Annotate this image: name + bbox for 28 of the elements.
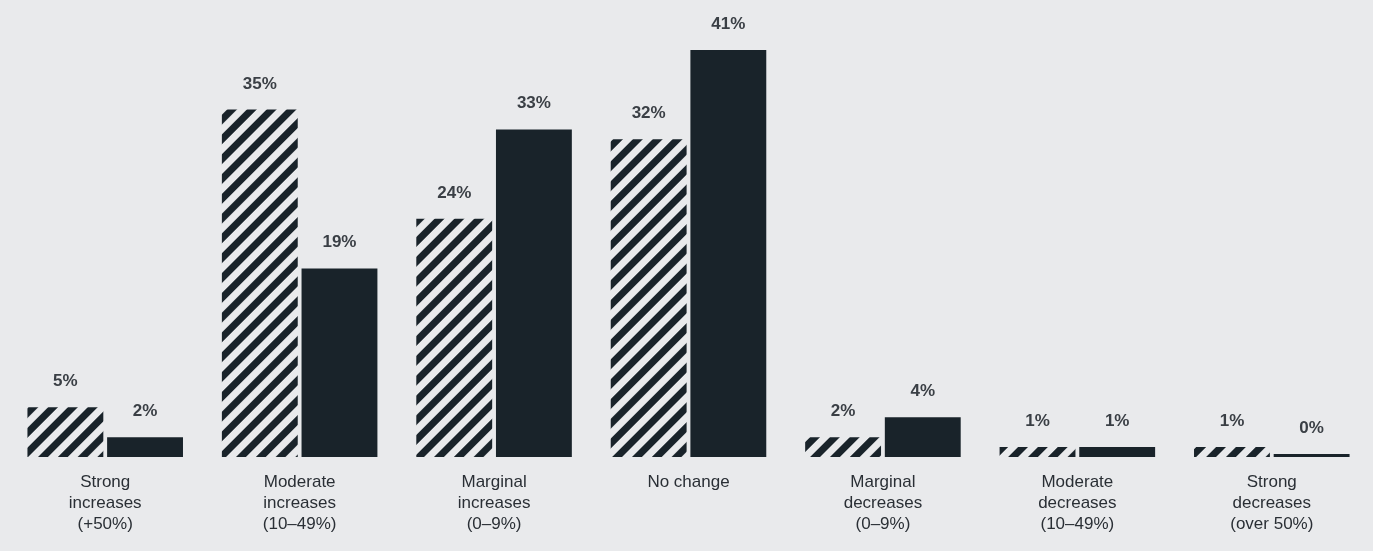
bar [107, 437, 183, 457]
x-tick-label: Strong increases (+50%) [68, 472, 142, 533]
x-tick-label: No change [647, 472, 730, 491]
data-label: 4% [910, 381, 936, 401]
data-label: 1% [1025, 411, 1050, 431]
data-label: 35% [242, 73, 277, 93]
data-label: 41% [711, 14, 746, 33]
x-tick-label: Moderate increases (10–49%) [262, 472, 337, 533]
x-tick-label: Marginal increases (0–9%) [457, 472, 531, 533]
data-label: 19% [322, 232, 357, 252]
data-label: 1% [1219, 411, 1245, 431]
bar [884, 417, 961, 457]
data-label: 2% [132, 401, 158, 421]
x-tick-label: Marginal decreases (0–9%) [843, 472, 923, 533]
data-label: 2% [830, 401, 856, 421]
x-tick-label: Moderate decreases (10–49%) [1038, 472, 1117, 533]
bar [1079, 447, 1156, 457]
data-label: 32% [631, 103, 666, 123]
x-tick-label: Strong decreases (over 50%) [1230, 472, 1314, 533]
bar [1273, 454, 1350, 457]
data-label: 0% [1299, 418, 1324, 438]
bar [495, 129, 572, 457]
data-label: 33% [516, 93, 551, 113]
bar [301, 268, 378, 457]
data-label: 5% [53, 371, 78, 391]
bar [690, 50, 767, 457]
data-label: 1% [1104, 411, 1130, 431]
data-label: 24% [437, 182, 472, 202]
